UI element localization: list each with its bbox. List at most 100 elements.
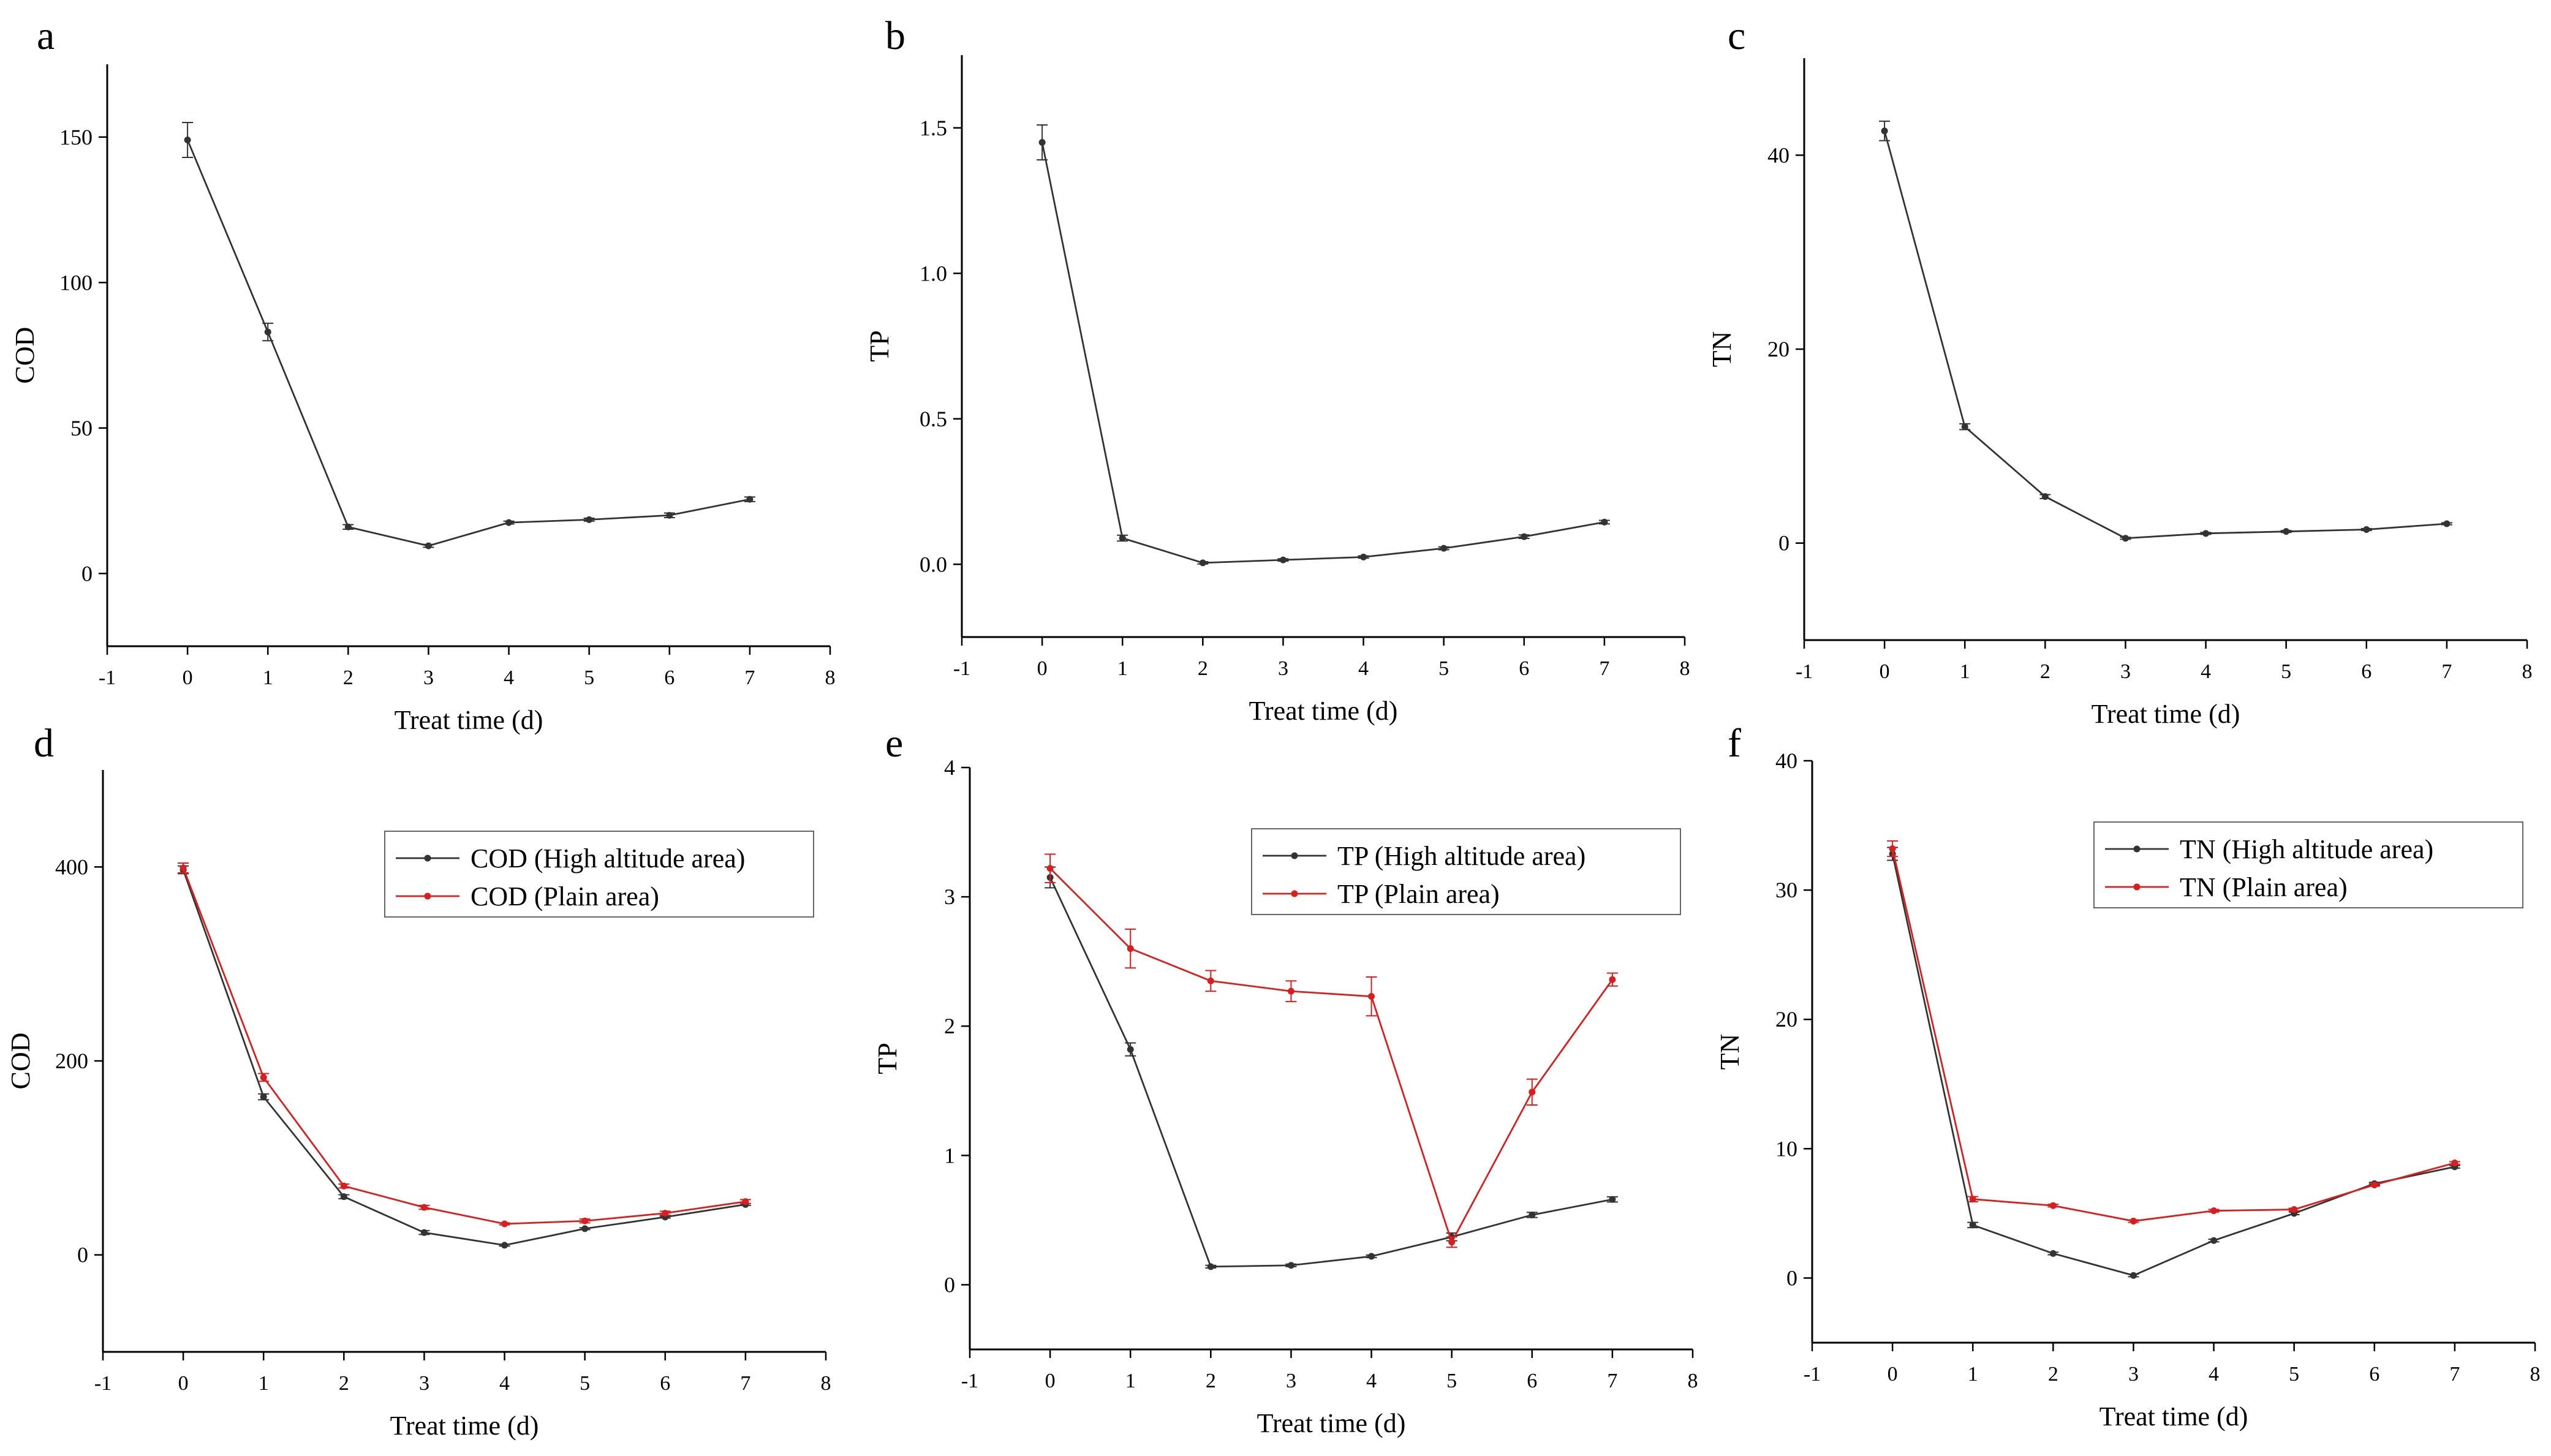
series-line	[1883, 130, 2447, 540]
x-tick-label: 3	[2120, 660, 2131, 683]
data-point	[666, 511, 673, 519]
x-tick-label: 1	[263, 666, 273, 689]
data-point	[2210, 1237, 2218, 1244]
x-tick-label: -1	[1796, 660, 1813, 683]
data-point	[662, 1210, 669, 1217]
x-tick-label: 5	[584, 666, 594, 689]
legend-swatch-marker	[2133, 883, 2141, 891]
data-point	[746, 496, 754, 503]
chart-panel-b: b -1 0 1 2 3 4 5 6 7 8 0.0 0.5 1.0 1.5 Treat time (d) TP	[864, 13, 1690, 726]
legend-label: TP (Plain area)	[1337, 879, 1500, 909]
chart-panel-a: a -1 0 1 2 3 4 5 6 7 8 0 50 100 150 Treat time (d) COD	[10, 13, 836, 735]
x-tick-label: 7	[2441, 660, 2452, 683]
data-point	[2291, 1206, 2298, 1213]
data-point	[264, 328, 271, 336]
y-tick-label: 40	[1775, 749, 1797, 773]
data-point	[2049, 1250, 2057, 1257]
data-point	[2130, 1272, 2137, 1279]
y-tick-label: 2	[944, 1014, 955, 1038]
chart-panel-f: f -1 0 1 2 3 4 5 6 7 8 0 10 20 30 40 Treat time (d) TN TN …	[1715, 721, 2541, 1431]
x-tick-label: 1	[1125, 1370, 1136, 1392]
x-tick-label: 2	[1198, 657, 1208, 680]
data-point	[2049, 1202, 2057, 1209]
series-line	[186, 139, 750, 547]
chart-panel-e: e -1 0 1 2 3 4 5 6 7 8 0 1 2 3 4 Treat time (d) TP TP (Hig…	[872, 721, 1698, 1438]
data-point	[2451, 1160, 2458, 1167]
y-tick-label: 20	[1767, 337, 1789, 361]
series-line	[182, 869, 746, 1247]
y-tick-label: 1.0	[920, 261, 947, 285]
data-point	[2371, 1181, 2378, 1188]
x-tick-label: 0	[1037, 657, 1048, 680]
legend-swatch-marker	[1291, 890, 1298, 897]
series-plain	[1045, 853, 1618, 1248]
x-tick-label: 4	[2209, 1363, 2219, 1386]
x-tick-label: 7	[740, 1372, 750, 1395]
panel-label-e: e	[885, 721, 903, 766]
legend-swatch-marker	[424, 854, 431, 862]
data-point	[1609, 1196, 1616, 1203]
data-point	[1609, 976, 1616, 983]
x-tick-label: 3	[1286, 1370, 1296, 1392]
x-tick-label: 7	[1599, 657, 1609, 680]
series-line	[1041, 142, 1605, 564]
x-tick-label: 0	[1045, 1370, 1056, 1392]
panel-label-b: b	[885, 13, 905, 58]
data-point	[1969, 1221, 1976, 1229]
data-point	[1601, 518, 1608, 526]
y-axis-title: TN	[1707, 331, 1737, 368]
x-tick-label: 1	[1117, 657, 1128, 680]
x-tick-label: 0	[1888, 1363, 1898, 1386]
y-tick-label: 30	[1775, 878, 1797, 902]
y-tick-label: 0	[944, 1272, 955, 1297]
y-tick-label: 1	[944, 1143, 955, 1167]
y-tick-label: 200	[55, 1049, 88, 1073]
data-point	[420, 1204, 428, 1211]
data-point	[1529, 1088, 1536, 1096]
y-tick-label: 10	[1775, 1136, 1797, 1161]
data-point	[1881, 127, 1888, 135]
x-tick-label: -1	[94, 1372, 111, 1395]
x-tick-label: 3	[419, 1372, 429, 1395]
x-tick-label: 5	[2281, 660, 2291, 683]
y-tick-label: 20	[1775, 1007, 1797, 1032]
series-line	[1049, 877, 1613, 1268]
data-point	[505, 519, 513, 526]
series-line	[1891, 853, 2455, 1277]
x-tick-label: 6	[2361, 660, 2371, 683]
data-point	[1360, 553, 1367, 560]
x-tick-label: 1	[1960, 660, 1970, 683]
legend-swatch-marker	[2133, 845, 2141, 853]
y-tick-label: 4	[944, 755, 955, 780]
x-tick-label: 8	[1680, 657, 1690, 680]
data-point	[581, 1225, 589, 1232]
series-high-altitude	[1037, 124, 1610, 567]
series-high-altitude	[1887, 847, 2460, 1279]
x-tick-label: 8	[821, 1372, 831, 1395]
series-line	[1891, 848, 2455, 1222]
x-tick-label: 3	[1278, 657, 1288, 680]
legend-label: TN (High altitude area)	[2180, 834, 2433, 864]
x-tick-label: 8	[2522, 660, 2533, 683]
data-point	[420, 1229, 428, 1236]
data-point	[260, 1074, 267, 1081]
data-point	[1440, 545, 1448, 552]
data-point	[2041, 493, 2049, 500]
data-point	[2130, 1218, 2137, 1225]
x-tick-label: 8	[825, 666, 836, 689]
series-plain	[1887, 840, 2460, 1225]
x-tick-label: 7	[744, 666, 755, 689]
data-point	[1448, 1239, 1456, 1246]
legend-box	[384, 831, 814, 918]
data-point	[340, 1182, 347, 1190]
chart-panel-c: c -1 0 1 2 3 4 5 6 7 8 0 20 40 Treat time (d) TN	[1707, 13, 2533, 729]
data-point	[425, 542, 432, 549]
x-tick-label: -1	[953, 657, 970, 680]
data-point	[1521, 533, 1528, 540]
data-point	[2363, 526, 2370, 533]
data-point	[2210, 1207, 2218, 1215]
x-tick-label: 4	[504, 666, 514, 689]
panel-label-c: c	[1728, 13, 1745, 58]
y-axis-title: COD	[6, 1033, 36, 1090]
